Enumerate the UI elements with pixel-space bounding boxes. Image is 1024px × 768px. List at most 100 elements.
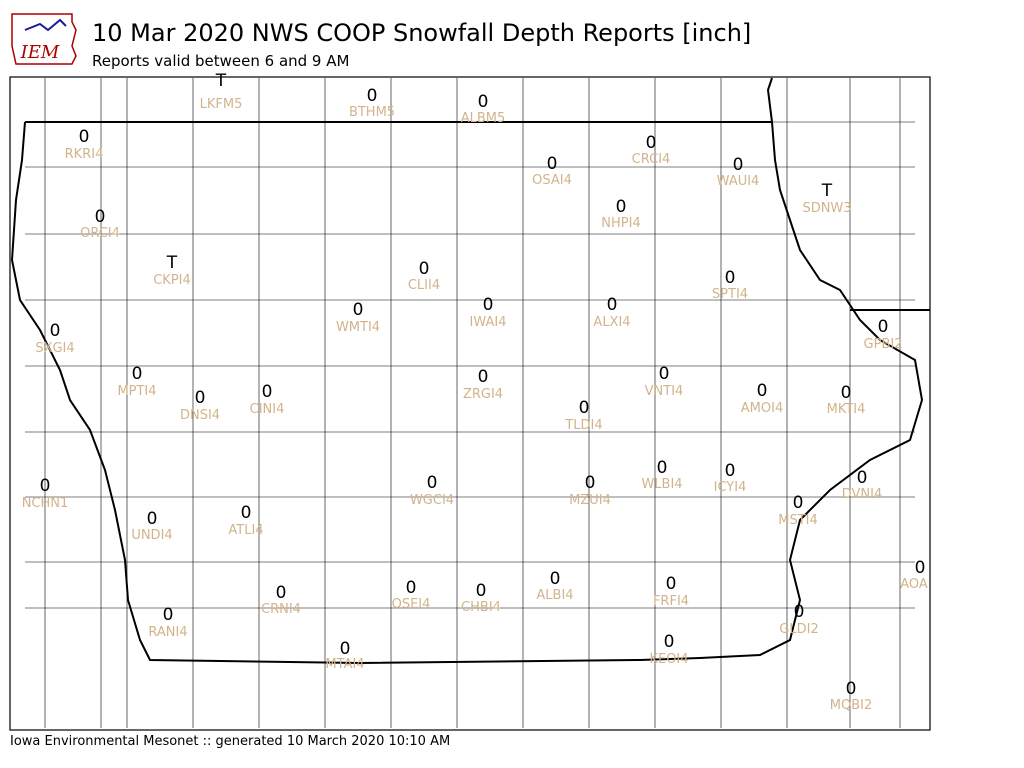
station-value: 0 [547,154,558,174]
station-value: 0 [262,382,273,402]
station-value: 0 [794,602,805,622]
title: 10 Mar 2020 NWS COOP Snowfall Depth Repo… [92,19,751,47]
station-id: SPTI4 [712,287,748,302]
station-value: 0 [147,509,158,529]
station-id: LKFM5 [200,97,243,112]
station-value: 0 [40,476,51,496]
station-id: MKTI4 [827,402,866,417]
station-id: ICYI4 [714,480,747,495]
station-value: 0 [646,133,657,153]
station-value: T [821,181,833,201]
station-id: AOA [900,577,928,592]
station-value: T [166,253,178,273]
logo-outline [11,13,77,65]
station-id: KEOI4 [649,652,688,667]
station-value: 0 [163,605,174,625]
station-value: 0 [427,473,438,493]
station-id: ALBM5 [461,111,506,126]
station-id: ZRGI4 [463,387,503,402]
station-value: 0 [878,317,889,337]
station-id: WAUI4 [717,174,760,189]
station-id: WGCI4 [410,493,454,508]
station: T LKFM5 [200,71,243,112]
station-id: OSEI4 [392,597,431,612]
station-value: 0 [550,569,561,589]
station-id: RANI4 [148,625,187,640]
station-value: 0 [79,127,90,147]
station-value: 0 [585,473,596,493]
logo: IEM [11,13,77,65]
station-id: CRNI4 [261,602,301,617]
station-value: 0 [657,458,668,478]
station-id: GPBI2 [864,337,903,352]
station-value: 0 [664,632,675,652]
county-lines [25,78,915,728]
station-value: 0 [666,574,677,594]
logo-text: IEM [20,42,60,63]
station-value: 0 [95,207,106,227]
station-id: IWAI4 [470,315,507,330]
station-id: SDNW3 [802,201,851,216]
station-value: 0 [725,461,736,481]
station-id: UNDI4 [131,528,172,543]
station-value: 0 [241,503,252,523]
station-value: 0 [476,581,487,601]
station-id: WLBI4 [641,477,682,492]
station-id: OSAI4 [532,173,572,188]
station-id: TLDI4 [564,418,602,433]
state-border [10,77,930,665]
station-id: CHBI4 [461,600,501,615]
station-id: ALXI4 [593,315,630,330]
station-value: 0 [607,295,618,315]
station-id: BTHM5 [349,105,395,120]
station-value: 0 [132,364,143,384]
station-value: 0 [857,468,868,488]
station-value: 0 [915,558,926,578]
station-id: MPTI4 [117,384,156,399]
station-value: 0 [478,92,489,112]
station-id: MSTI4 [778,513,818,528]
station-value: 0 [195,388,206,408]
station-id: WMTI4 [336,320,380,335]
station-id: CRCI4 [632,152,671,167]
logo-mark [24,18,67,32]
station-value: 0 [616,197,627,217]
station-value: 0 [793,493,804,513]
station-value: 0 [276,583,287,603]
station-value: 0 [353,300,364,320]
station-value: T [215,71,227,91]
station-value: 0 [483,295,494,315]
